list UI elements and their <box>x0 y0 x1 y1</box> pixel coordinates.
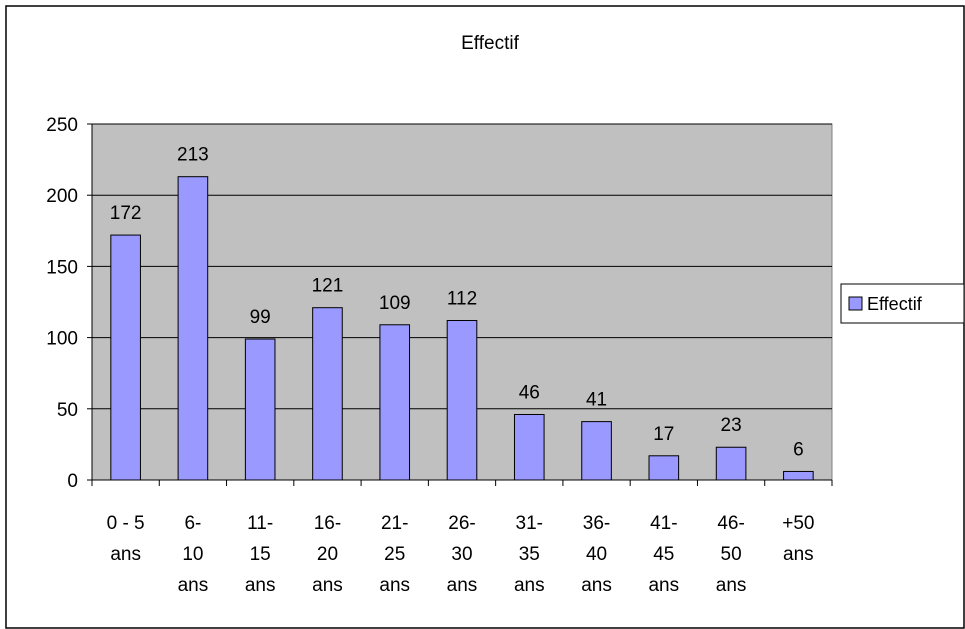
x-tick-label-line: 36- <box>583 513 610 534</box>
x-tick-label: 6- 10 ans <box>178 513 209 596</box>
bar <box>581 421 612 481</box>
x-tick-label: 11- 15 ans <box>245 513 276 596</box>
x-tick-label-line: 41- <box>650 513 677 534</box>
data-label: 23 <box>721 415 742 436</box>
y-tick-label: 0 <box>67 471 78 492</box>
legend-label: Effectif <box>867 294 923 314</box>
data-label: 109 <box>379 293 411 314</box>
bars <box>110 176 814 481</box>
x-tick-label-line: 35 <box>519 544 540 565</box>
x-tick-label-line: ans <box>379 575 410 596</box>
data-label: 6 <box>793 439 804 460</box>
y-tick-label: 150 <box>46 257 78 278</box>
data-label: 99 <box>250 307 271 328</box>
x-tick-label-line: 50 <box>721 544 742 565</box>
x-tick-label-line: ans <box>648 575 679 596</box>
x-tick-label-line: 0 - 5 <box>107 513 145 534</box>
data-label: 213 <box>177 145 209 166</box>
x-tick-label-line: ans <box>245 575 276 596</box>
x-tick-label-line: ans <box>178 575 209 596</box>
x-tick-label-line: ans <box>716 575 747 596</box>
x-tick-label: 21- 25 ans <box>379 513 410 596</box>
x-tick-label-line: 40 <box>586 544 607 565</box>
bar <box>110 234 141 481</box>
x-tick-label: +50 ans <box>782 513 814 565</box>
x-tick-label-line: 21- <box>381 513 408 534</box>
x-tick-label-line: 30 <box>451 544 472 565</box>
data-label: 121 <box>312 276 344 297</box>
x-tick-label-line: ans <box>447 575 478 596</box>
bar <box>379 324 411 481</box>
bar <box>177 176 209 481</box>
data-label: 41 <box>586 390 607 411</box>
x-tick-label-line: 46- <box>717 513 744 534</box>
x-tick-label: 41- 45 ans <box>648 513 679 596</box>
bar <box>783 470 814 481</box>
x-tick-label: 31- 35 ans <box>514 513 545 596</box>
y-tick-label: 100 <box>46 329 78 350</box>
data-label: 112 <box>447 289 477 310</box>
legend: Effectif <box>840 283 965 324</box>
bar <box>513 413 545 481</box>
bar <box>244 338 276 481</box>
x-tick-label-line: 20 <box>317 544 338 565</box>
x-tick-label-line: 26- <box>448 513 475 534</box>
x-tick-label: 0 - 5 ans <box>107 513 145 565</box>
x-tick-label-line: 45 <box>653 544 674 565</box>
x-tick-label-line: 6- <box>184 513 201 534</box>
y-tick-labels: 0 50 100 150 200 250 <box>46 115 78 492</box>
x-tick-label: 36- 40 ans <box>581 513 612 596</box>
y-tick-label: 250 <box>46 115 78 136</box>
x-tick-label-line: ans <box>783 544 814 565</box>
x-tick-label-line: ans <box>110 544 141 565</box>
x-tick-label-line: +50 <box>782 513 814 534</box>
x-tick-label-line: ans <box>312 575 343 596</box>
x-tick-label: 46- 50 ans <box>716 513 747 596</box>
x-tick-label: 26- 30 ans <box>447 513 478 596</box>
x-tick-label-line: 15 <box>250 544 271 565</box>
x-tick-label-line: 31- <box>516 513 543 534</box>
axes <box>87 123 833 486</box>
data-label: 172 <box>110 203 142 224</box>
y-tick-label: 200 <box>46 186 78 207</box>
data-labels: 172 213 99 121 109 112 46 41 17 23 6 <box>110 145 804 461</box>
x-tick-label-line: 25 <box>384 544 405 565</box>
x-tick-label-line: 16- <box>314 513 341 534</box>
chart-title: Effectif <box>461 33 519 54</box>
bar <box>648 455 680 481</box>
x-tick-label-line: 10 <box>182 544 203 565</box>
bar <box>715 446 747 481</box>
bar <box>446 320 478 481</box>
bar <box>312 307 343 481</box>
data-label: 46 <box>519 382 540 403</box>
x-tick-label-line: 11- <box>247 513 273 534</box>
x-tick-label-line: ans <box>581 575 612 596</box>
x-tick-label-line: ans <box>514 575 545 596</box>
y-tick-label: 50 <box>57 400 78 421</box>
legend-swatch <box>848 296 863 311</box>
x-tick-label: 16- 20 ans <box>312 513 343 596</box>
data-label: 17 <box>653 424 674 445</box>
